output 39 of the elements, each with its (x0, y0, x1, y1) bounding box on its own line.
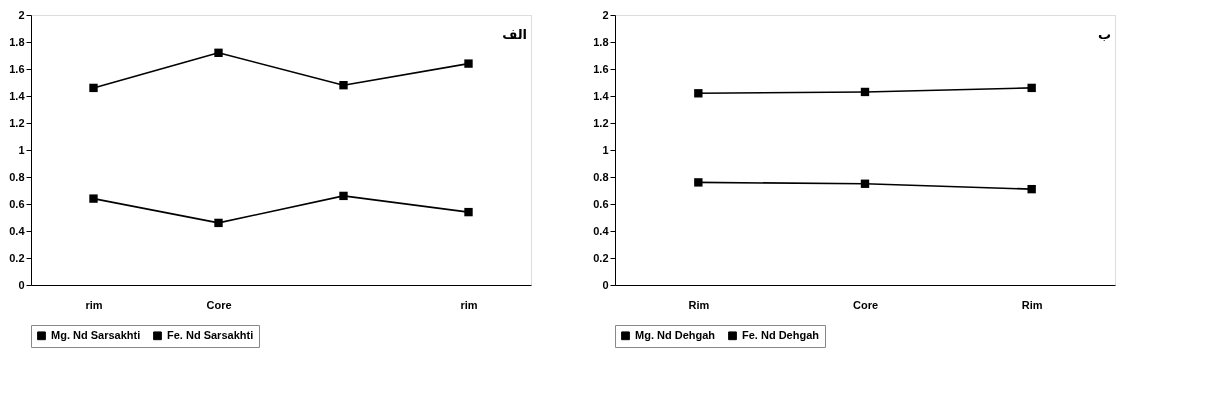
annotation: ب (1097, 27, 1111, 42)
y-tick-label: 1.8 (593, 35, 609, 48)
x-tick-label: Rim (688, 298, 710, 311)
point (89, 83, 98, 93)
y-tick-label: 0.2 (593, 251, 609, 264)
y-tick-label: 0.2 (9, 251, 25, 264)
x-tick-label: Rim (1021, 298, 1043, 311)
y-tick-label: 2 (602, 8, 609, 21)
y-tick-label: 0.6 (9, 197, 25, 210)
y-tick-label: 1.6 (9, 62, 25, 75)
legend-label: Fe. Nd Dehgah (742, 328, 820, 341)
y-tick-label: 1.8 (9, 35, 25, 48)
y-tick-label: 0 (18, 278, 25, 291)
y-tick-label: 0.8 (593, 170, 609, 183)
y-tick-label: 1.2 (593, 116, 609, 129)
legend-label: Mg. Nd Dehgah (635, 328, 716, 341)
y-tick-label: 1.4 (593, 89, 610, 102)
y-tick-label: 0.8 (9, 170, 25, 183)
annotation: الف (502, 27, 527, 42)
point (89, 194, 98, 203)
legend-label: Fe. Nd Sarsakhti (167, 328, 254, 341)
point (464, 207, 473, 217)
y-tick-label: 1.2 (9, 116, 25, 129)
y-tick-label: 0.6 (593, 197, 609, 210)
y-tick-label: 0.4 (593, 224, 610, 237)
y-tick-label: 0 (602, 278, 609, 291)
x-tick-label: rim (85, 298, 103, 311)
point (464, 59, 473, 68)
x-tick-label: Core (206, 298, 232, 311)
y-tick-label: 0.4 (9, 224, 26, 237)
y-tick-label: 2 (18, 8, 25, 21)
y-tick-label: 1.4 (9, 89, 26, 102)
y-tick-label: 1 (602, 143, 609, 156)
y-tick-label: 1.6 (593, 62, 609, 75)
point (694, 178, 703, 187)
x-tick-label: rim (460, 298, 478, 311)
y-tick-label: 1 (18, 143, 25, 156)
legend-label: Mg. Nd Sarsakhti (51, 328, 141, 341)
x-tick-label: Core (852, 298, 879, 311)
